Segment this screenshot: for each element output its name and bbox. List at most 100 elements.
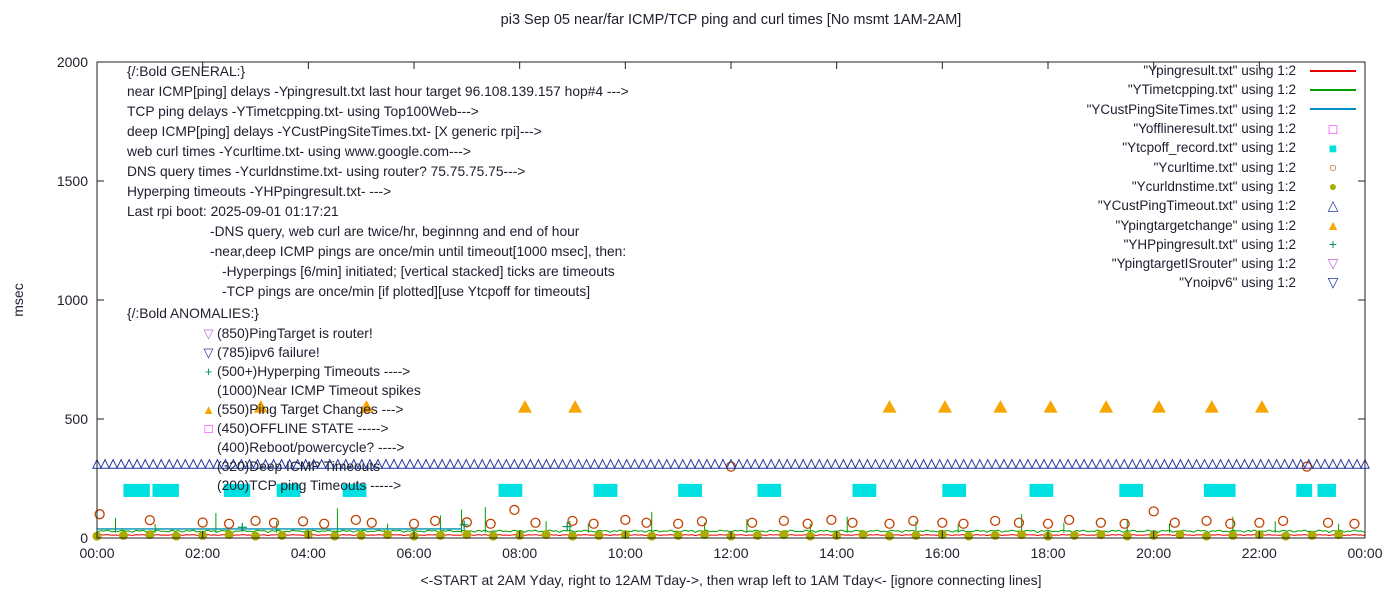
anomaly-item: ▽ (850)PingTarget is router! bbox=[127, 324, 421, 343]
annotation-line: -TCP pings are once/min [if plotted][use… bbox=[222, 284, 591, 299]
legend-item: "YCustPingSiteTimes.txt" using 1:2 bbox=[1087, 100, 1362, 119]
circle-open-icon: ○ bbox=[1328, 159, 1338, 176]
legend-item: "Ypingtargetchange" using 1:2 ▲ bbox=[1087, 215, 1362, 234]
annotation-line: -DNS query, web curl are twice/hr, begin… bbox=[210, 224, 580, 239]
legend-label: "Ytcpoff_record.txt" using 1:2 bbox=[1122, 140, 1296, 156]
x-tick-label: 14:00 bbox=[819, 545, 854, 561]
legend-label: "Ycurldnstime.txt" using 1:2 bbox=[1131, 178, 1296, 194]
x-tick-label: 06:00 bbox=[396, 545, 431, 561]
annotation-line: web curl times -Ycurltime.txt- using www… bbox=[127, 144, 471, 159]
x-tick-label: 12:00 bbox=[713, 545, 748, 561]
anomaly-annotations: {/:Bold ANOMALIES:} ▽ (850)PingTarget is r… bbox=[127, 304, 421, 495]
x-tick-label: 04:00 bbox=[291, 545, 326, 561]
x-tick-label: 20:00 bbox=[1136, 545, 1171, 561]
y-tick-label: 1500 bbox=[57, 173, 88, 189]
y-tick-label: 0 bbox=[80, 530, 88, 546]
annotation-line: deep ICMP[ping] delays -YCustPingSiteTim… bbox=[127, 124, 542, 139]
legend-label: "Ynoipv6" using 1:2 bbox=[1179, 275, 1296, 291]
plus-icon: + bbox=[204, 364, 213, 379]
series-Ypingtargetchange bbox=[253, 400, 1269, 413]
legend-item: "Ypingresult.txt" using 1:2 bbox=[1087, 61, 1362, 80]
anomaly-item: (200)TCP ping Timeouts -----> bbox=[127, 476, 421, 495]
legend-label: "YCustPingSiteTimes.txt" using 1:2 bbox=[1086, 101, 1296, 117]
series-Ytcpoff_record bbox=[123, 483, 1336, 497]
triangle-up-filled-icon: ▲ bbox=[1326, 217, 1340, 234]
legend-item: "Ycurltime.txt" using 1:2 ○ bbox=[1087, 157, 1362, 176]
legend-label: "Ypingtargetchange" using 1:2 bbox=[1115, 217, 1296, 233]
line-sample-icon bbox=[1304, 69, 1362, 72]
x-tick-label: 08:00 bbox=[502, 545, 537, 561]
annotation-line: TCP ping delays -YTimetcpping.txt- using… bbox=[127, 104, 479, 119]
legend-label: "YCustPingTimeout.txt" using 1:2 bbox=[1097, 198, 1296, 214]
anomaly-item: □ (450)OFFLINE STATE -----> bbox=[127, 419, 421, 438]
legend-item: "YpingtargetISrouter" using 1:2 ▽ bbox=[1087, 254, 1362, 273]
y-tick-label: 500 bbox=[65, 411, 89, 427]
anomaly-text: (500+)Hyperping Timeouts ----> bbox=[217, 364, 411, 379]
legend-item: "YCustPingTimeout.txt" using 1:2 △ bbox=[1087, 196, 1362, 215]
square-filled-icon: ■ bbox=[1328, 139, 1338, 156]
line-sample-icon bbox=[1304, 88, 1362, 91]
general-annotations: {/:Bold GENERAL:} near ICMP[ping] delays … bbox=[127, 62, 629, 302]
y-tick-label: 2000 bbox=[57, 54, 88, 70]
x-tick-label: 00:00 bbox=[1347, 545, 1382, 561]
triangle-down-open-icon: ▽ bbox=[1327, 274, 1339, 291]
legend-item: "Ynoipv6" using 1:2 ▽ bbox=[1087, 273, 1362, 292]
square-open-icon: □ bbox=[1328, 120, 1338, 137]
series-YCustPingTimeout bbox=[91, 458, 1371, 469]
annotation-line: Last rpi boot: 2025-09-01 01:17:21 bbox=[127, 204, 339, 219]
x-tick-label: 02:00 bbox=[185, 545, 220, 561]
annotation-line: near ICMP[ping] delays -Ypingresult.txt … bbox=[127, 84, 629, 99]
annotation-line: -Hyperpings [6/min] initiated; [vertical… bbox=[222, 264, 615, 279]
legend: "Ypingresult.txt" using 1:2 "YTimetcpping… bbox=[1087, 61, 1362, 293]
chart-title: pi3 Sep 05 near/far ICMP/TCP ping and cu… bbox=[500, 12, 962, 28]
triangle-down-open-icon: ▽ bbox=[203, 345, 214, 360]
annotation-line: -near,deep ICMP pings are once/min until… bbox=[210, 244, 627, 259]
anomaly-text: (550)Ping Target Changes ---> bbox=[217, 402, 404, 417]
anomaly-item: (400)Reboot/powercycle? ----> bbox=[127, 438, 421, 457]
x-tick-label: 18:00 bbox=[1030, 545, 1065, 561]
anomaly-text: (850)PingTarget is router! bbox=[217, 326, 373, 341]
line-sample-icon bbox=[1304, 108, 1362, 111]
triangle-down-open-icon: ▽ bbox=[1327, 255, 1339, 272]
square-open-icon: □ bbox=[204, 421, 213, 436]
annotation-line: {/:Bold GENERAL:} bbox=[127, 64, 246, 79]
series-Ycurltime bbox=[94, 461, 1360, 529]
anomaly-item: (1000)Near ICMP Timeout spikes bbox=[127, 381, 421, 400]
legend-label: "YpingtargetISrouter" using 1:2 bbox=[1111, 256, 1296, 272]
anomaly-text: (320)Deep ICMP Timeouts bbox=[217, 459, 381, 474]
anomaly-item: + (500+)Hyperping Timeouts ----> bbox=[127, 362, 421, 381]
x-tick-label: 16:00 bbox=[925, 545, 960, 561]
anomaly-text: (1000)Near ICMP Timeout spikes bbox=[217, 383, 421, 398]
plus-icon: + bbox=[1328, 236, 1338, 253]
anomaly-text: (785)ipv6 failure! bbox=[217, 345, 320, 360]
triangle-down-open-icon: ▽ bbox=[203, 326, 214, 341]
anomaly-item: ▲ (550)Ping Target Changes ---> bbox=[127, 400, 421, 419]
legend-item: "YHPpingresult.txt" using 1:2 + bbox=[1087, 235, 1362, 254]
triangle-up-filled-icon: ▲ bbox=[202, 402, 215, 417]
anomaly-text: (200)TCP ping Timeouts -----> bbox=[217, 478, 402, 493]
anomaly-text: (450)OFFLINE STATE -----> bbox=[217, 421, 389, 436]
x-tick-label: 00:00 bbox=[79, 545, 114, 561]
legend-item: "Ycurldnstime.txt" using 1:2 ● bbox=[1087, 177, 1362, 196]
triangle-up-open-icon: △ bbox=[1327, 197, 1339, 214]
anomaly-text: (400)Reboot/powercycle? ----> bbox=[217, 440, 405, 455]
legend-item: "Ytcpoff_record.txt" using 1:2 ■ bbox=[1087, 138, 1362, 157]
legend-label: "YHPpingresult.txt" using 1:2 bbox=[1123, 236, 1296, 252]
anomalies-header: {/:Bold ANOMALIES:} bbox=[127, 306, 259, 321]
legend-item: "YTimetcpping.txt" using 1:2 bbox=[1087, 80, 1362, 99]
legend-label: "Yofflineresult.txt" using 1:2 bbox=[1133, 121, 1296, 137]
annotation-line: Hyperping timeouts -YHPpingresult.txt- -… bbox=[127, 184, 392, 199]
y-tick-label: 1000 bbox=[57, 292, 88, 308]
x-axis-label: <-START at 2AM Yday, right to 12AM Tday-… bbox=[420, 572, 1042, 588]
legend-label: "Ycurltime.txt" using 1:2 bbox=[1153, 159, 1296, 175]
legend-label: "YTimetcpping.txt" using 1:2 bbox=[1127, 82, 1296, 98]
legend-item: "Yofflineresult.txt" using 1:2 □ bbox=[1087, 119, 1362, 138]
x-tick-label: 22:00 bbox=[1242, 545, 1277, 561]
x-tick-label: 10:00 bbox=[608, 545, 643, 561]
anomaly-item: (320)Deep ICMP Timeouts bbox=[127, 457, 421, 476]
legend-label: "Ypingresult.txt" using 1:2 bbox=[1143, 63, 1296, 79]
anomaly-item: ▽ (785)ipv6 failure! bbox=[127, 343, 421, 362]
annotation-line: DNS query times -Ycurldnstime.txt- using… bbox=[127, 164, 526, 179]
